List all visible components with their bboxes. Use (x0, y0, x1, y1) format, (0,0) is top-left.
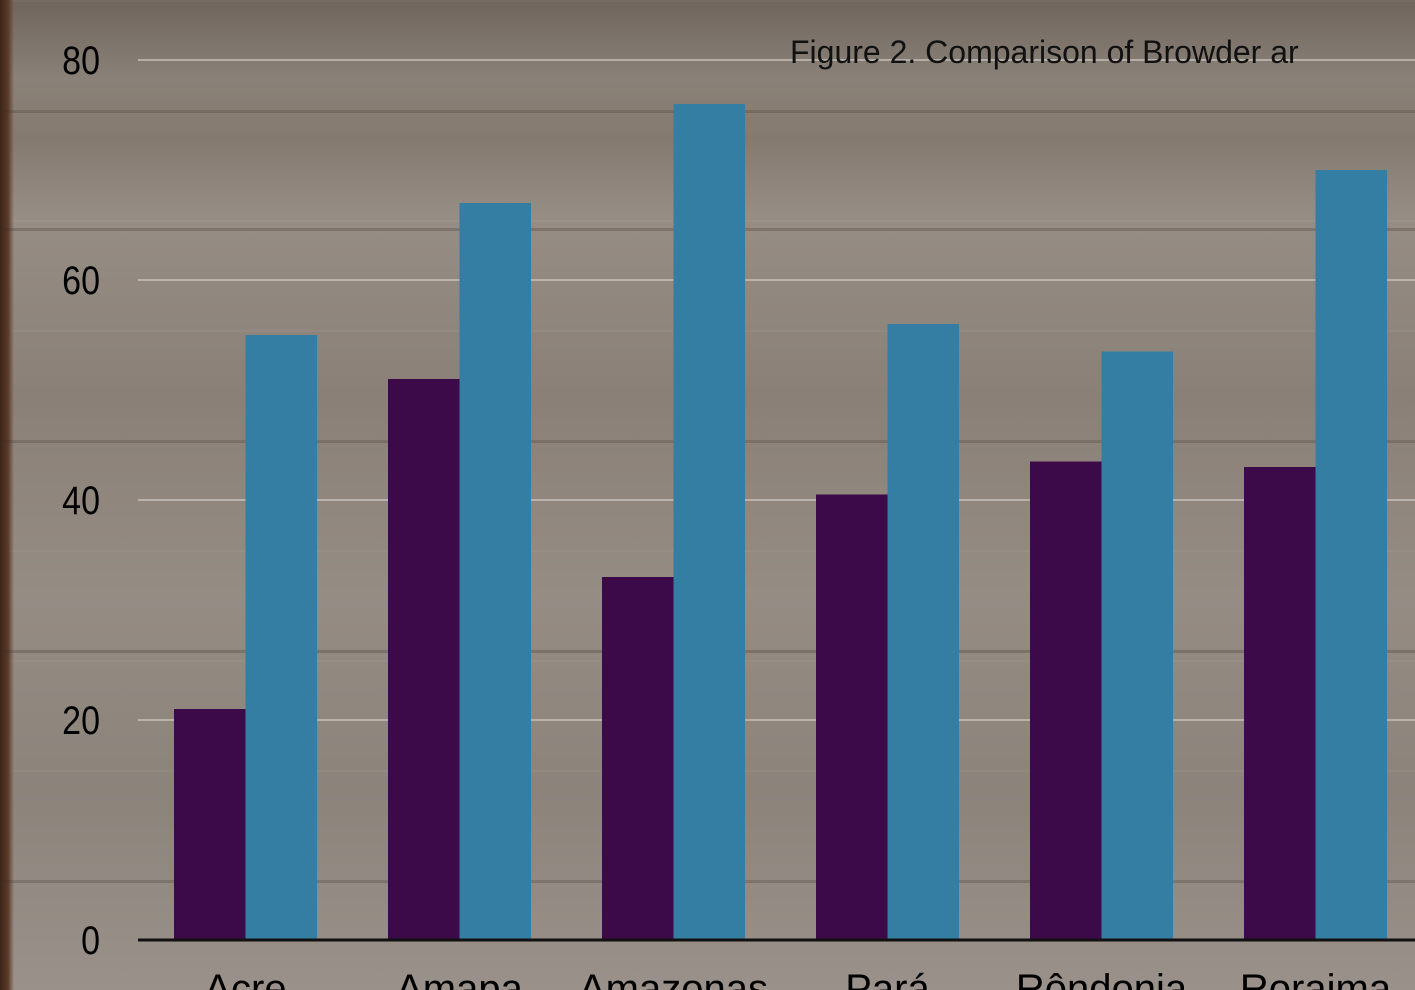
y-tick-label: 0 (81, 917, 100, 962)
y-tick-label: 40 (62, 477, 100, 522)
gridlines (138, 59, 1415, 721)
x-tick-label: Amazonas (579, 967, 768, 990)
x-tick-label: Pará (845, 967, 930, 990)
x-tick-label: Acre (204, 967, 286, 990)
bars (174, 104, 1387, 940)
x-axis-ticks: Acre Amapa Amazonas Pará Rôndonia Roraima (204, 967, 1391, 990)
bar-rôndonia-series-1 (1030, 461, 1102, 940)
bar-amapa-series-2 (459, 203, 531, 940)
y-tick-label: 20 (62, 697, 100, 742)
bar-acre-series-1 (174, 709, 246, 940)
y-tick-label: 80 (62, 37, 100, 82)
y-axis-ticks: 0 20 40 60 80 (62, 37, 100, 962)
bar-rôndonia-series-2 (1101, 351, 1173, 940)
x-tick-label: Rôndonia (1016, 967, 1188, 990)
x-tick-label: Roraima (1240, 967, 1392, 990)
bar-amazonas-series-1 (602, 577, 674, 940)
bar-pará-series-1 (816, 494, 888, 940)
chart-title: Figure 2. Comparison of Browder ar (790, 34, 1299, 70)
y-tick-label: 60 (62, 257, 100, 302)
bar-amapa-series-1 (388, 379, 460, 940)
x-tick-label: Amapa (396, 967, 523, 990)
bar-amazonas-series-2 (673, 104, 745, 940)
bar-pará-series-2 (887, 324, 959, 940)
bar-roraima-series-2 (1315, 170, 1387, 940)
bar-acre-series-2 (245, 335, 317, 940)
bar-roraima-series-1 (1244, 467, 1316, 940)
